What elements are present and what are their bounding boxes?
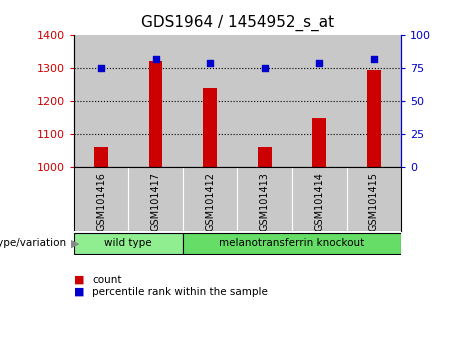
Bar: [183, 35, 237, 167]
Text: ■: ■: [74, 287, 84, 297]
Text: count: count: [92, 275, 122, 285]
Bar: [94, 147, 108, 167]
Text: melanotransferrin knockout: melanotransferrin knockout: [219, 238, 365, 248]
Bar: [203, 88, 217, 167]
Bar: [367, 70, 381, 167]
FancyBboxPatch shape: [183, 233, 401, 254]
Bar: [128, 35, 183, 167]
Bar: [292, 35, 347, 167]
FancyBboxPatch shape: [74, 233, 183, 254]
Point: [370, 56, 378, 62]
Bar: [149, 61, 162, 167]
Text: percentile rank within the sample: percentile rank within the sample: [92, 287, 268, 297]
Bar: [347, 35, 401, 167]
Text: GSM101413: GSM101413: [260, 172, 270, 231]
Text: GSM101415: GSM101415: [369, 172, 379, 231]
Point: [207, 60, 214, 66]
Bar: [74, 35, 128, 167]
Text: GSM101414: GSM101414: [314, 172, 324, 231]
Bar: [237, 35, 292, 167]
Text: GSM101412: GSM101412: [205, 172, 215, 231]
Point: [261, 65, 268, 71]
Point: [97, 65, 105, 71]
Bar: [313, 118, 326, 167]
Text: GSM101417: GSM101417: [151, 172, 160, 231]
Point: [152, 56, 160, 62]
Text: ■: ■: [74, 275, 84, 285]
Text: genotype/variation: genotype/variation: [0, 238, 69, 248]
Text: ▶: ▶: [71, 238, 80, 248]
Point: [315, 60, 323, 66]
Bar: [258, 147, 272, 167]
Text: wild type: wild type: [105, 238, 152, 248]
Text: GSM101416: GSM101416: [96, 172, 106, 231]
Title: GDS1964 / 1454952_s_at: GDS1964 / 1454952_s_at: [141, 15, 334, 31]
